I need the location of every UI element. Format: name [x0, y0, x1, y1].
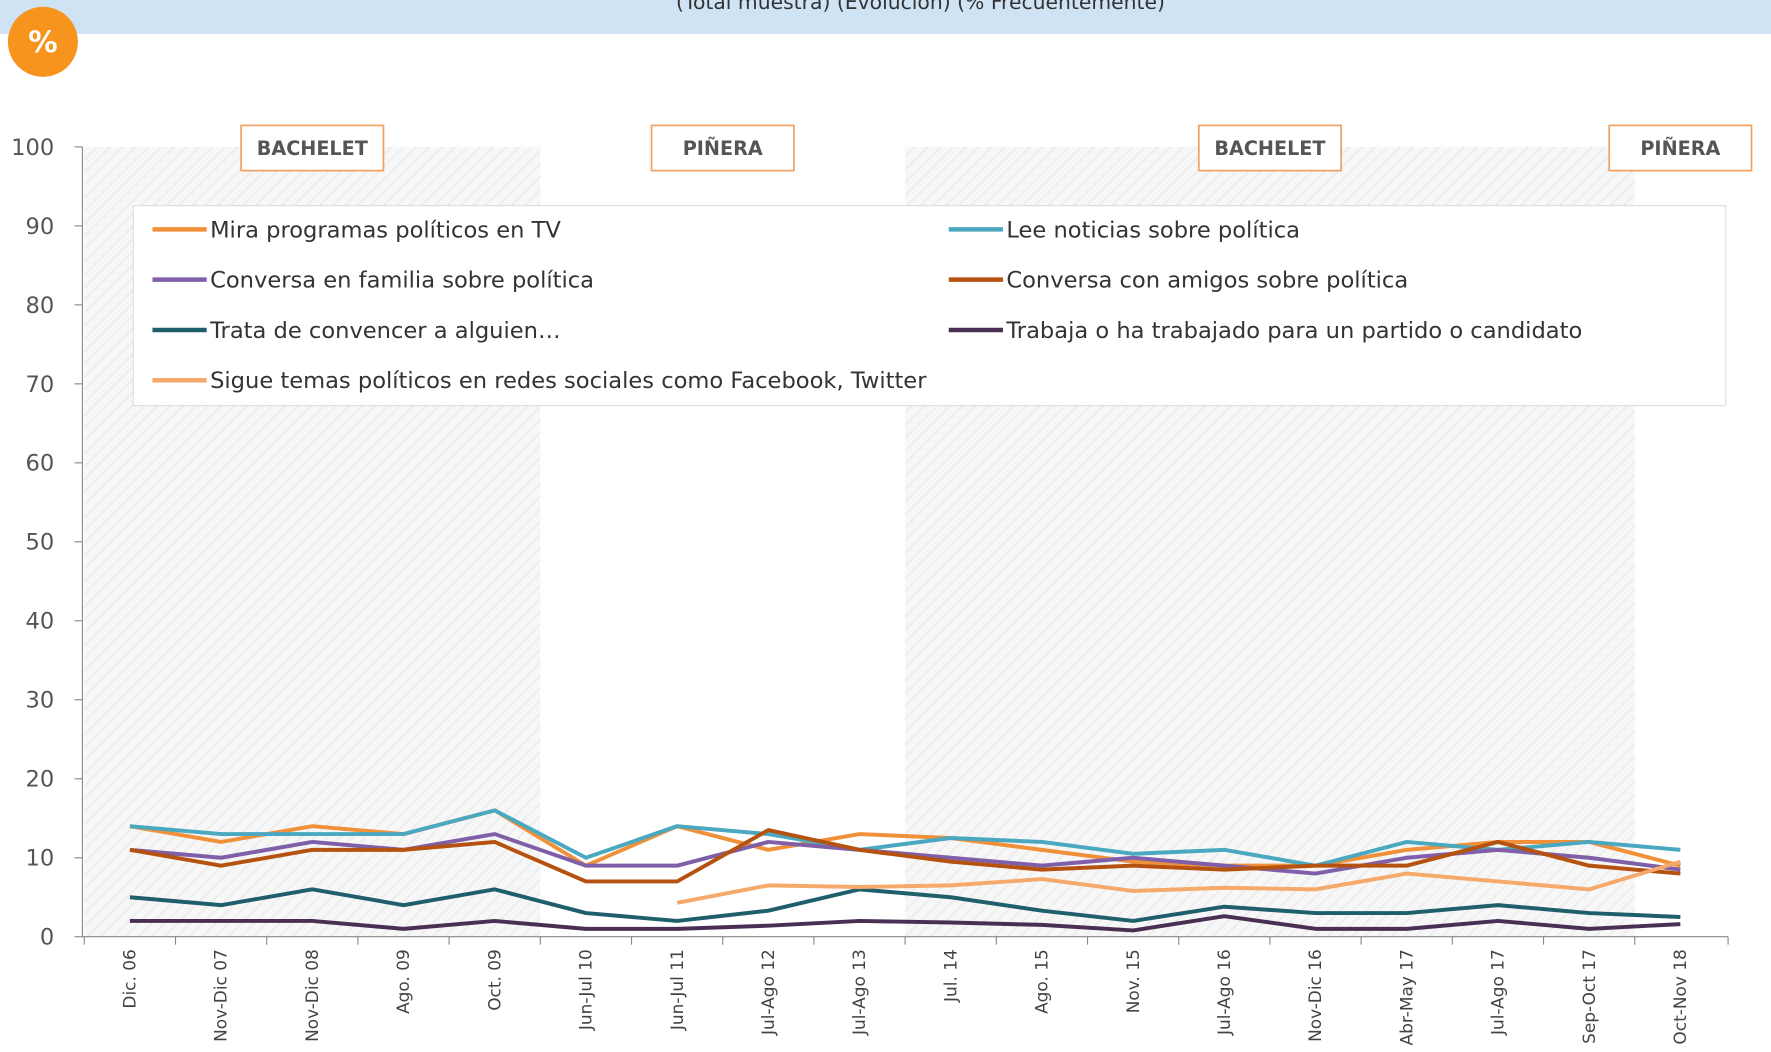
- x-tick-label: Nov-Dic 07: [211, 949, 231, 1042]
- chart-title: (Total muestra) (Evolución) (% Frecuente…: [676, 0, 1165, 14]
- legend-label: Sigue temas políticos en redes sociales …: [210, 368, 927, 394]
- legend-label: Trabaja o ha trabajado para un partido o…: [1005, 318, 1582, 344]
- badge-text: %: [28, 25, 57, 59]
- y-tick-label: 60: [25, 451, 54, 477]
- legend-label: Lee noticias sobre política: [1006, 217, 1300, 243]
- badge: [7, 6, 78, 77]
- x-tick-label: Ago. 15: [1032, 949, 1052, 1014]
- y-tick-label: 80: [25, 293, 54, 319]
- x-tick-label: Jul-Ago 17: [1488, 949, 1508, 1036]
- legend-label: Mira programas políticos en TV: [210, 217, 561, 243]
- y-tick-label: 70: [25, 372, 54, 398]
- title-banner: [0, 0, 1771, 34]
- period-label: BACHELET: [257, 137, 368, 160]
- y-tick-label: 10: [25, 846, 54, 872]
- y-tick-label: 100: [11, 135, 54, 161]
- x-tick-label: Jun-Jul 11: [667, 949, 687, 1031]
- x-tick-label: Ago. 09: [393, 949, 413, 1014]
- x-tick-label: Jul-Ago 12: [758, 949, 778, 1036]
- y-tick-label: 50: [25, 530, 54, 556]
- series-line: [129, 887, 1681, 923]
- x-tick-label: Nov. 15: [1123, 949, 1143, 1013]
- period-label: BACHELET: [1214, 137, 1325, 160]
- period-box: [1197, 124, 1342, 172]
- series-line: [676, 859, 1681, 905]
- period-box: [240, 124, 385, 172]
- y-tick-label: 90: [25, 214, 54, 240]
- period-label: PIÑERA: [683, 136, 763, 160]
- y-tick-label: 30: [25, 688, 54, 714]
- x-tick-label: Jul-Ago 16: [1214, 949, 1234, 1036]
- series-line: [129, 914, 1681, 933]
- x-tick-label: Jul. 14: [940, 949, 960, 1003]
- legend-box: [132, 205, 1727, 407]
- legend-label: Conversa con amigos sobre política: [1006, 268, 1408, 294]
- x-tick-label: Jun-Jul 10: [576, 949, 596, 1031]
- x-tick-label: Dic. 06: [120, 949, 140, 1008]
- series-line: [129, 828, 1681, 884]
- y-tick-label: 20: [25, 767, 54, 793]
- x-tick-label: Nov-Dic 08: [302, 949, 322, 1042]
- x-tick-label: Jul-Ago 13: [849, 949, 869, 1036]
- y-tick-label: 0: [40, 925, 54, 951]
- legend-label: Conversa en familia sobre política: [210, 268, 594, 294]
- period-label: PIÑERA: [1640, 136, 1720, 160]
- x-tick-label: Sep-Oct 17: [1579, 949, 1599, 1044]
- x-tick-label: Nov-Dic 16: [1305, 949, 1325, 1042]
- legend-label: Trata de convencer a alguien…: [209, 318, 560, 344]
- x-tick-label: Oct. 09: [484, 949, 504, 1011]
- y-tick-label: 40: [25, 609, 54, 635]
- period-box: [650, 124, 795, 172]
- x-tick-label: Oct-Nov 18: [1670, 949, 1690, 1044]
- series-line: [129, 808, 1681, 868]
- x-tick-label: Abr-May 17: [1396, 949, 1416, 1045]
- period-box: [1608, 124, 1753, 172]
